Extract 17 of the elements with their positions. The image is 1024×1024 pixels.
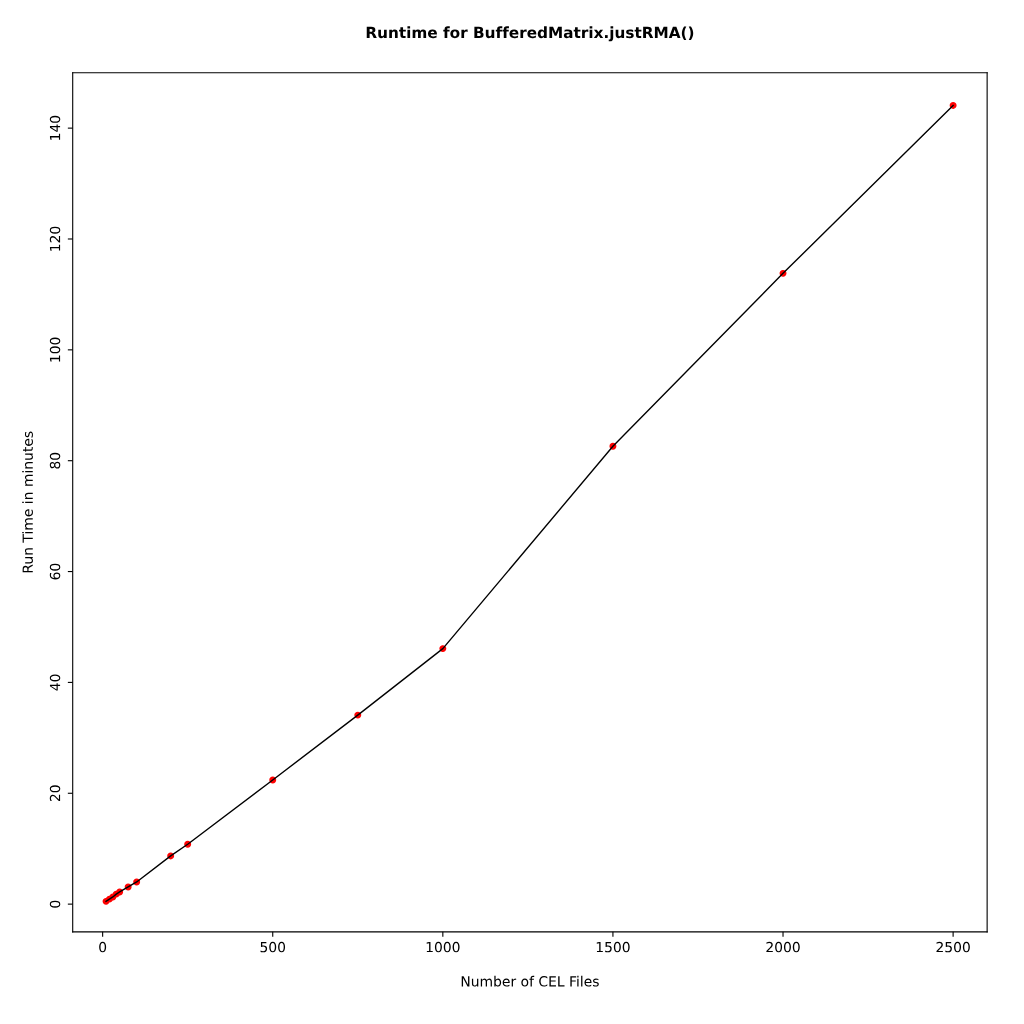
y-tick-label: 100 [49, 337, 61, 362]
y-tick-label: 140 [49, 115, 61, 140]
x-tick-label: 2500 [936, 941, 970, 953]
y-tick-label: 120 [49, 226, 61, 251]
x-tick-label: 500 [260, 941, 286, 953]
y-tick-label: 80 [49, 452, 61, 469]
x-axis-title: Number of CEL Files [461, 975, 599, 987]
y-tick-label: 60 [49, 563, 61, 580]
y-tick-label: 0 [49, 900, 61, 908]
chart-title: Runtime for BufferedMatrix.justRMA() [366, 26, 694, 42]
x-tick-label: 1500 [596, 941, 630, 953]
x-tick-label: 1000 [426, 941, 460, 953]
y-axis-title: Run Time in minutes [22, 431, 33, 573]
y-tick-label: 40 [49, 674, 61, 691]
y-tick-label: 20 [49, 785, 61, 802]
x-tick-label: 0 [99, 941, 107, 953]
x-tick-label: 2000 [766, 941, 800, 953]
